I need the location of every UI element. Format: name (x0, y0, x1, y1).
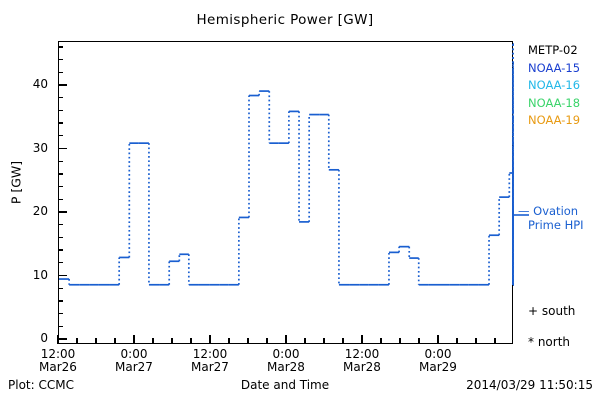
y-axis-minor-tick (58, 262, 63, 264)
y-axis-minor-tick (58, 135, 63, 137)
marker-label: south (541, 304, 576, 318)
x-axis-major-tick (285, 335, 287, 344)
x-tick-date: Mar26 (39, 360, 77, 374)
x-axis-minor-tick (76, 338, 78, 344)
y-axis-tick-label: 40 (32, 77, 48, 91)
x-tick-time: 0:00 (120, 347, 148, 361)
ovation-legend-line1: — Ovation (518, 204, 579, 218)
x-axis-minor-tick (475, 338, 477, 344)
y-axis-tick-label: 10 (32, 267, 48, 282)
legend-entry-noaa-18: NOAA-18 (528, 95, 581, 110)
x-tick-date: Mar27 (115, 360, 153, 374)
y-axis-minor-tick (58, 122, 63, 124)
y-axis-minor-tick (58, 312, 63, 315)
y-axis-minor-tick (58, 185, 63, 188)
y-axis-major-tick (58, 338, 67, 340)
x-tick-time: 12:00 (192, 347, 228, 361)
plot-source-label: Plot: CCMC (8, 378, 74, 392)
x-axis-minor-tick (323, 338, 325, 344)
y-axis-major-tick (58, 274, 67, 277)
data-plot-svg (59, 43, 514, 286)
x-axis-tick-label: 12:00 Mar28 (324, 348, 400, 374)
legend-entry-noaa-19: NOAA-19 (528, 113, 581, 127)
y-axis-tick-label: 20 (32, 204, 48, 218)
y-axis-minor-tick (58, 71, 63, 73)
x-axis-minor-tick (399, 338, 401, 344)
y-axis-major-tick (58, 84, 67, 86)
x-axis-minor-tick (228, 338, 230, 344)
x-tick-time: 0:00 (272, 347, 300, 361)
legend-marker-south: + south (528, 296, 575, 327)
marker-label: north (537, 335, 571, 349)
y-axis-minor-tick (58, 97, 63, 99)
legend-entry-metp-02: METP-02 (528, 43, 578, 57)
x-axis-minor-tick (266, 338, 268, 344)
x-tick-date: Mar29 (419, 360, 457, 374)
x-tick-time: 12:00 (40, 347, 76, 361)
legend-entry-noaa-16: NOAA-16 (528, 78, 581, 92)
x-tick-date: Mar28 (343, 360, 381, 374)
y-axis-major-tick (58, 147, 67, 150)
y-axis-major-tick (58, 211, 67, 213)
x-axis-tick-label: 12:00 Mar27 (172, 348, 248, 374)
ovation-prime-hpi-series (59, 43, 514, 286)
y-axis-minor-tick (58, 300, 63, 302)
legend-entry-noaa-15: NOAA-15 (528, 60, 581, 75)
satellite-legend: METP-02 NOAA-15 NOAA-16 NOAA-18 NOAA-19 (528, 42, 580, 130)
y-axis-minor-tick (58, 58, 63, 61)
x-axis-minor-tick (380, 338, 382, 344)
page-title: Hemispheric Power [GW] (196, 12, 374, 28)
ovation-legend-line2: Prime HPI (528, 217, 584, 232)
plot-area (58, 41, 514, 344)
x-axis-minor-tick (304, 338, 306, 344)
x-axis-label: Date and Time (240, 378, 330, 392)
x-axis-minor-tick (95, 338, 97, 344)
y-axis-minor-tick (58, 287, 63, 289)
marker-symbol-icon: + (528, 304, 542, 318)
y-axis-minor-tick (58, 236, 63, 239)
x-tick-time: 0:00 (424, 347, 452, 361)
x-axis-minor-tick (342, 338, 344, 344)
x-axis-minor-tick (152, 338, 154, 344)
y-axis-minor-tick (58, 224, 63, 226)
x-axis-major-tick (361, 335, 363, 344)
x-tick-time: 12:00 (344, 347, 380, 361)
x-tick-date: Mar28 (267, 360, 305, 374)
y-axis-minor-tick (58, 325, 63, 327)
y-axis-minor-tick (58, 198, 63, 200)
legend-marker-north: * north (528, 327, 575, 358)
y-axis-minor-tick (58, 173, 63, 175)
x-axis-minor-tick (456, 338, 458, 344)
x-axis-tick-label: 0:00 Mar27 (96, 348, 172, 374)
y-axis-minor-tick (58, 160, 63, 162)
x-axis-tick-label: 0:00 Mar28 (248, 348, 324, 374)
x-axis-tick-label: 0:00 Mar29 (400, 348, 476, 374)
x-axis-minor-tick (114, 338, 116, 344)
x-axis-major-tick (57, 335, 59, 344)
y-axis-minor-tick (58, 109, 63, 112)
x-axis-tick-label: 12:00 Mar26 (20, 348, 96, 374)
ovation-legend: — Ovation Prime HPI (518, 204, 584, 232)
y-axis-minor-tick (58, 46, 63, 48)
ovation-legend-dash-icon (513, 214, 529, 216)
x-tick-date: Mar27 (191, 360, 229, 374)
x-axis-minor-tick (418, 338, 420, 344)
y-axis-tick-label: 30 (32, 140, 48, 155)
x-axis-minor-tick (247, 338, 249, 344)
marker-legend: + south * north (528, 296, 575, 358)
x-axis-major-tick (209, 335, 211, 344)
x-axis-minor-tick (171, 338, 173, 344)
y-axis-tick-label: 0 (40, 331, 48, 345)
x-axis-major-tick (437, 335, 439, 344)
plot-timestamp: 2014/03/29 11:50:15 (466, 378, 593, 392)
y-axis-minor-tick (58, 249, 63, 251)
x-axis-major-tick (133, 335, 135, 344)
x-axis-minor-tick (190, 338, 192, 344)
marker-symbol-icon: * (528, 335, 538, 349)
x-axis-minor-tick (494, 338, 496, 344)
